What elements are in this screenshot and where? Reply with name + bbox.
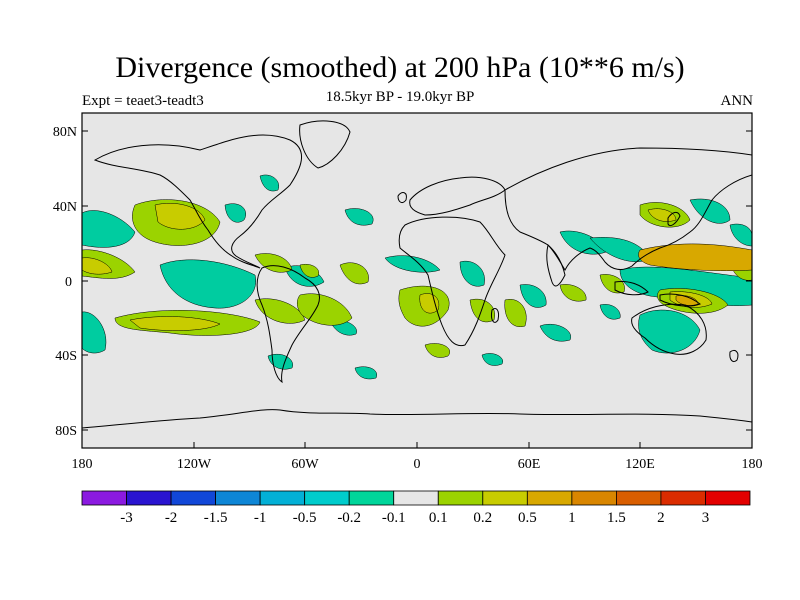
colorbar-box <box>616 490 662 506</box>
colorbar-label: 1.5 <box>607 510 626 526</box>
colorbar-label: 0.5 <box>518 510 537 526</box>
colorbar-box <box>170 490 217 506</box>
moderate-divergence-regions <box>82 203 713 331</box>
colorbar-box <box>215 490 261 506</box>
colorbar-label: 3 <box>702 510 710 526</box>
lat-label-80n: 80N <box>53 125 77 140</box>
colorbar-box <box>81 490 127 506</box>
lon-label-180w: 180 <box>72 457 93 472</box>
colorbar-label: -1.5 <box>204 510 228 526</box>
experiment-label: Expt = teaet3-teadt3 <box>82 93 204 109</box>
y-axis-ticks <box>82 130 752 431</box>
plot-title: Divergence (smoothed) at 200 hPa (10**6 … <box>115 51 685 84</box>
lon-label-0: 0 <box>414 457 421 472</box>
lat-label-40n: 40N <box>53 200 77 215</box>
colorbar-box <box>482 490 528 506</box>
colorbar-label: -0.2 <box>337 510 361 526</box>
lat-label-eq: 0 <box>65 275 72 290</box>
colorbar-label: -0.5 <box>293 510 317 526</box>
colorbar-label: -1 <box>254 510 267 526</box>
convergence-regions <box>82 174 752 380</box>
colorbar-label: 0.1 <box>429 510 448 526</box>
colorbar-box <box>660 490 706 506</box>
lon-label-60w: 60W <box>291 457 319 472</box>
lat-label-40s: 40S <box>55 349 77 364</box>
colorbar <box>81 490 751 506</box>
colorbar-label: -0.1 <box>382 510 406 526</box>
strong-divergence-regions <box>638 243 752 306</box>
lat-label-80s: 80S <box>55 424 77 439</box>
colorbar-box <box>571 490 617 506</box>
lon-label-60e: 60E <box>518 457 541 472</box>
colorbar-label: 1 <box>568 510 576 526</box>
season-label: ANN <box>720 93 754 109</box>
colorbar-box <box>304 490 350 506</box>
lon-label-120e: 120E <box>625 457 655 472</box>
colorbar-box <box>393 490 439 506</box>
plot-subtitle: 18.5kyr BP - 19.0kyr BP <box>325 89 475 105</box>
colorbar-box <box>126 490 172 506</box>
colorbar-box <box>259 490 306 506</box>
colorbar-label: 2 <box>657 510 665 526</box>
colorbar-labels: -3 -2 -1.5 -1 -0.5 -0.2 -0.1 0.1 0.2 0.5 1 1.5 2 3 <box>120 510 709 526</box>
lon-label-120w: 120W <box>177 457 212 472</box>
x-axis-ticks <box>81 442 753 448</box>
colorbar-label: 0.2 <box>473 510 492 526</box>
colorbar-box <box>348 490 395 506</box>
coastlines <box>82 120 752 429</box>
colorbar-label: -3 <box>120 510 133 526</box>
colorbar-box <box>526 490 573 506</box>
colorbar-box <box>437 490 484 506</box>
colorbar-box <box>705 490 751 506</box>
lon-label-180e: 180 <box>742 457 763 472</box>
colorbar-label: -2 <box>165 510 178 526</box>
